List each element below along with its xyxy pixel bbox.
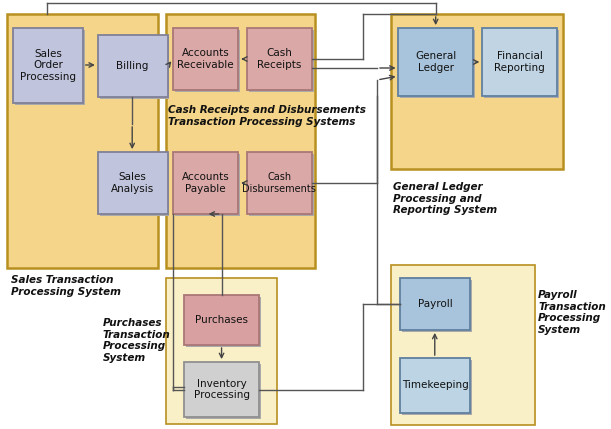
Bar xyxy=(166,14,315,268)
Bar xyxy=(175,154,240,216)
Bar xyxy=(175,30,240,92)
Bar xyxy=(391,14,563,169)
Text: Payroll
Transaction
Processing
System: Payroll Transaction Processing System xyxy=(538,290,606,335)
Bar xyxy=(186,297,261,347)
Bar xyxy=(400,358,470,413)
Bar xyxy=(391,265,535,425)
Text: Purchases: Purchases xyxy=(195,315,248,325)
Bar xyxy=(100,154,169,216)
Bar xyxy=(185,295,259,345)
Bar xyxy=(98,35,167,97)
Text: Payroll: Payroll xyxy=(418,299,453,309)
Bar xyxy=(398,28,473,96)
Bar xyxy=(482,28,557,96)
Bar xyxy=(400,30,475,98)
Bar xyxy=(173,28,238,90)
Bar xyxy=(100,37,169,99)
Text: Billing: Billing xyxy=(117,61,149,71)
Bar xyxy=(249,30,313,92)
Text: Accounts
Receivable: Accounts Receivable xyxy=(177,48,234,70)
Bar xyxy=(249,154,313,216)
Text: Sales
Analysis: Sales Analysis xyxy=(111,172,155,194)
Text: Financial
Reporting: Financial Reporting xyxy=(494,51,545,73)
Bar xyxy=(13,28,83,103)
Bar xyxy=(7,14,158,268)
Text: Sales Transaction
Processing System: Sales Transaction Processing System xyxy=(11,275,121,296)
Bar xyxy=(185,362,259,417)
Text: Timekeeping: Timekeeping xyxy=(402,381,469,390)
Bar xyxy=(247,152,312,214)
Text: Purchases
Transaction
Processing
System: Purchases Transaction Processing System xyxy=(103,318,170,363)
Bar xyxy=(402,280,472,332)
Bar xyxy=(15,30,85,105)
Text: Accounts
Payable: Accounts Payable xyxy=(182,172,230,194)
Text: General
Ledger: General Ledger xyxy=(415,51,456,73)
Bar xyxy=(166,278,277,424)
Bar xyxy=(98,152,167,214)
Bar xyxy=(402,360,472,415)
Bar xyxy=(173,152,238,214)
Text: Cash Receipts and Disbursements
Transaction Processing Systems: Cash Receipts and Disbursements Transact… xyxy=(167,105,365,127)
Text: Inventory
Processing: Inventory Processing xyxy=(194,379,249,400)
Bar xyxy=(186,364,261,419)
Text: Sales
Order
Processing: Sales Order Processing xyxy=(20,49,76,82)
Bar xyxy=(484,30,558,98)
Text: Cash
Disbursements: Cash Disbursements xyxy=(243,172,316,194)
Bar xyxy=(400,278,470,330)
Text: Cash
Receipts: Cash Receipts xyxy=(257,48,301,70)
Bar xyxy=(247,28,312,90)
Text: General Ledger
Processing and
Reporting System: General Ledger Processing and Reporting … xyxy=(393,182,497,215)
